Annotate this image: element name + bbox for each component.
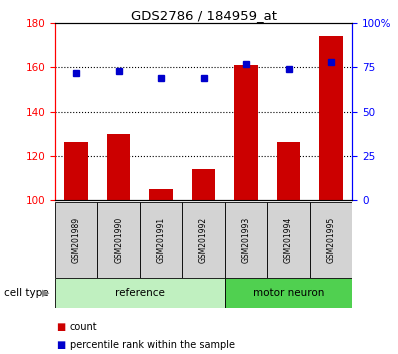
Bar bbox=[64, 142, 88, 200]
Bar bbox=[55, 278, 225, 308]
Text: percentile rank within the sample: percentile rank within the sample bbox=[70, 340, 235, 350]
Text: ■: ■ bbox=[56, 340, 65, 350]
Bar bbox=[225, 278, 352, 308]
Bar bbox=[140, 202, 182, 278]
Title: GDS2786 / 184959_at: GDS2786 / 184959_at bbox=[131, 9, 277, 22]
Bar bbox=[267, 202, 310, 278]
Bar bbox=[98, 202, 140, 278]
Text: GSM201990: GSM201990 bbox=[114, 217, 123, 263]
Bar bbox=[225, 202, 267, 278]
Text: GSM201994: GSM201994 bbox=[284, 217, 293, 263]
Bar bbox=[319, 36, 343, 200]
Text: ▶: ▶ bbox=[42, 288, 49, 298]
Bar bbox=[182, 202, 225, 278]
Bar bbox=[277, 142, 300, 200]
Bar bbox=[310, 202, 352, 278]
Bar bbox=[149, 189, 173, 200]
Bar bbox=[107, 133, 130, 200]
Text: GSM201991: GSM201991 bbox=[156, 217, 166, 263]
Text: GSM201993: GSM201993 bbox=[242, 217, 251, 263]
Bar bbox=[192, 169, 215, 200]
Text: count: count bbox=[70, 322, 97, 332]
Bar bbox=[234, 65, 258, 200]
Text: GSM201989: GSM201989 bbox=[72, 217, 81, 263]
Text: GSM201995: GSM201995 bbox=[326, 217, 336, 263]
Text: GSM201992: GSM201992 bbox=[199, 217, 208, 263]
Text: cell type: cell type bbox=[4, 288, 49, 298]
Bar bbox=[55, 202, 98, 278]
Text: reference: reference bbox=[115, 288, 165, 298]
Text: motor neuron: motor neuron bbox=[253, 288, 324, 298]
Text: ■: ■ bbox=[56, 322, 65, 332]
